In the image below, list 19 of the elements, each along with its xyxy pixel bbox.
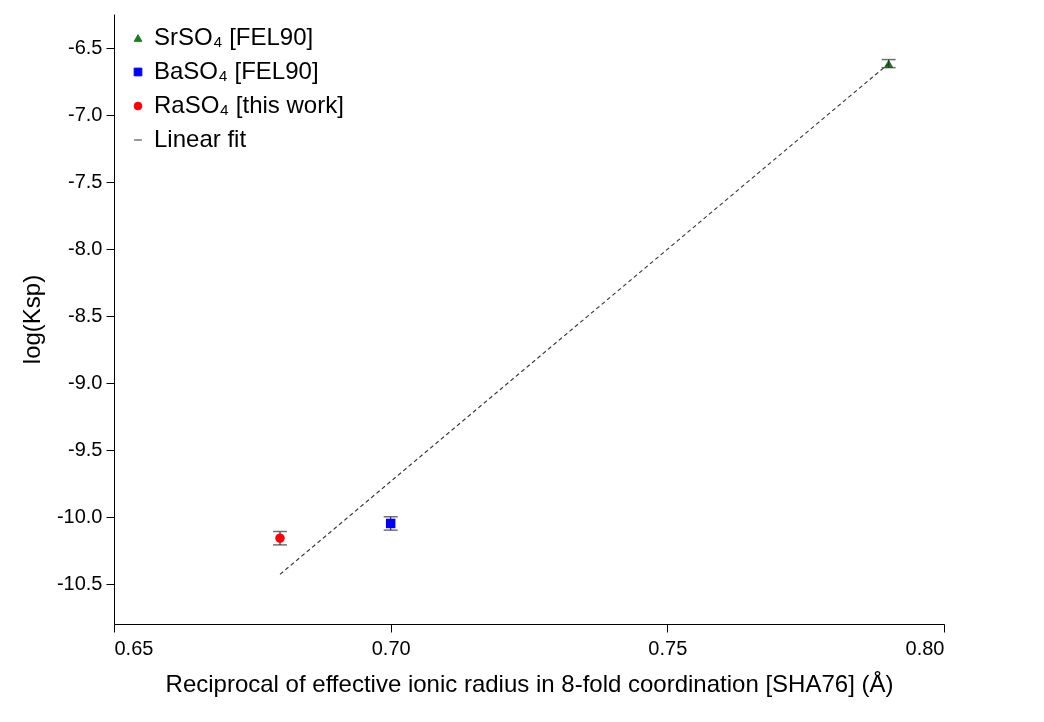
legend-label: BaSO₄ [FEL90]: [154, 57, 319, 84]
y-tick-label: -8.0: [68, 237, 103, 260]
x-tick-label: 0.75: [648, 636, 688, 659]
y-tick-label: -6.5: [68, 36, 103, 59]
y-tick-label: -10.0: [56, 505, 103, 528]
x-tick-label: 0.70: [371, 636, 411, 659]
legend-label: SrSO₄ [FEL90]: [154, 23, 314, 50]
y-tick-label: -8.5: [68, 304, 103, 327]
y-tick-label: -10.5: [56, 572, 103, 595]
y-tick-label: -9.5: [68, 438, 103, 461]
x-axis-title: Reciprocal of effective ionic radius in 8-fold coordination [SHA76] (Å): [165, 669, 894, 697]
legend-label: RaSO₄ [this work]: [154, 91, 344, 118]
y-tick-label: -9.0: [68, 371, 103, 394]
y-tick-label: -7.5: [68, 170, 103, 193]
x-tick-label: 0.80: [905, 636, 945, 659]
legend-label: Linear fit: [154, 125, 247, 152]
x-tick-label: 0.65: [114, 636, 154, 659]
y-tick-label: -7.0: [68, 103, 103, 126]
y-axis-title: log(Ksp): [17, 274, 45, 365]
